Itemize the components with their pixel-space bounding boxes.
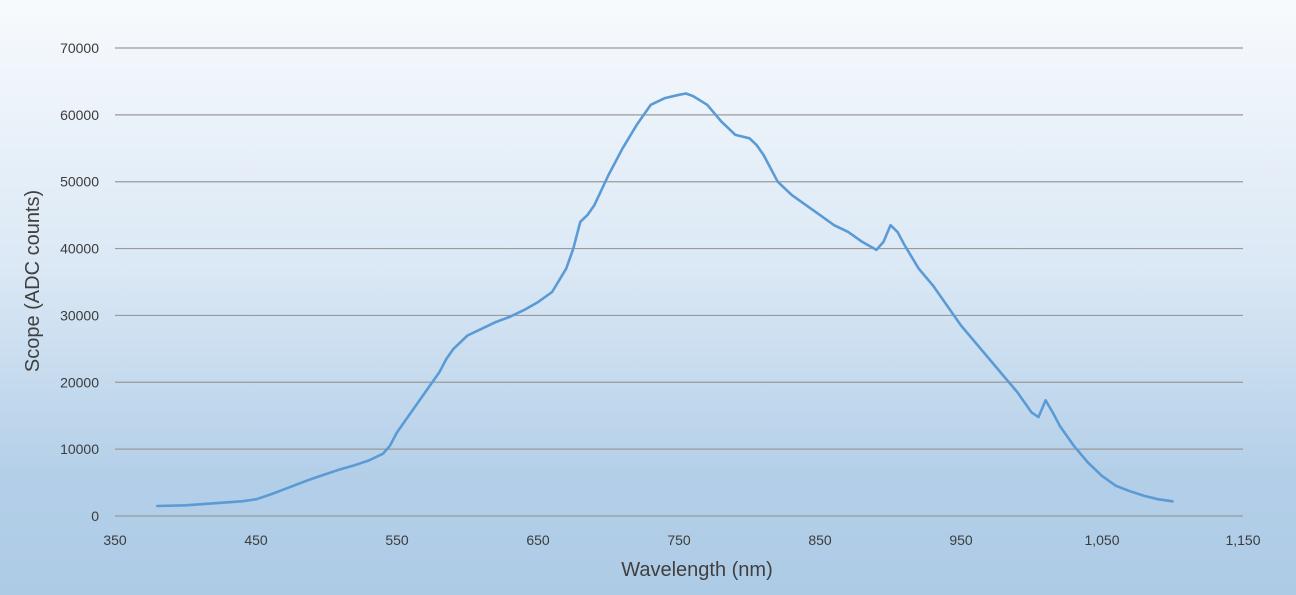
x-tick-label: 950 bbox=[949, 532, 973, 548]
y-tick-label: 40000 bbox=[60, 241, 99, 257]
x-tick-label: 1,150 bbox=[1225, 532, 1260, 548]
y-tick-label: 70000 bbox=[60, 40, 99, 56]
series-line bbox=[156, 92, 1174, 508]
x-tick-label: 1,050 bbox=[1084, 532, 1119, 548]
x-tick-label: 850 bbox=[808, 532, 832, 548]
x-tick-label: 550 bbox=[385, 532, 409, 548]
y-axis-ticks: 0 10000 20000 30000 40000 50000 60000 70000 bbox=[60, 40, 99, 524]
y-tick-label: 0 bbox=[91, 508, 99, 524]
y-tick-label: 30000 bbox=[60, 307, 99, 323]
series-layer bbox=[156, 92, 1174, 508]
y-tick-label: 60000 bbox=[60, 107, 99, 123]
x-tick-label: 750 bbox=[667, 532, 691, 548]
x-axis-ticks: 350 450 550 650 750 850 950 1,050 1,150 bbox=[103, 532, 1260, 548]
x-axis-title: Wavelength (nm) bbox=[621, 559, 773, 581]
x-tick-label: 350 bbox=[103, 532, 127, 548]
y-tick-label: 50000 bbox=[60, 174, 99, 190]
y-axis-title: Scope (ADC counts) bbox=[22, 190, 44, 372]
y-tick-label: 10000 bbox=[60, 441, 99, 457]
x-tick-label: 650 bbox=[526, 532, 550, 548]
y-tick-label: 20000 bbox=[60, 374, 99, 390]
x-tick-label: 450 bbox=[244, 532, 268, 548]
gridlines bbox=[115, 47, 1243, 517]
